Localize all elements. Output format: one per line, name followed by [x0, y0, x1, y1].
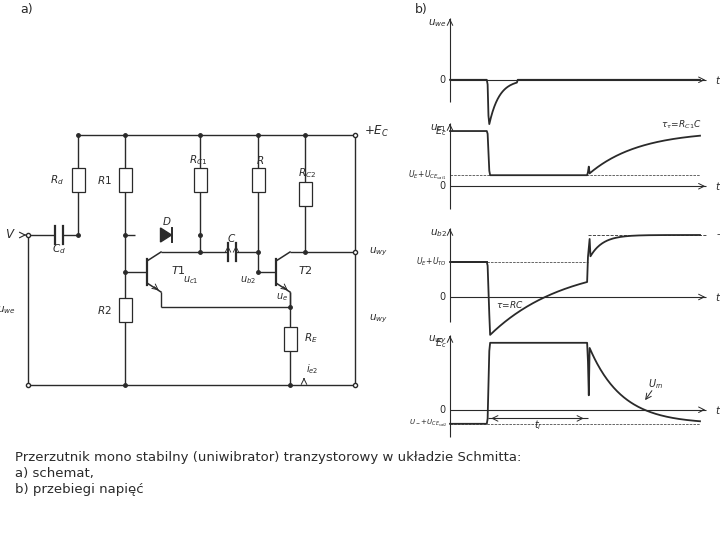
Bar	[251, 168, 264, 192]
Text: $R_d$: $R_d$	[50, 173, 64, 187]
Text: $R2$: $R2$	[97, 304, 112, 316]
Text: $E_c$: $E_c$	[435, 336, 447, 350]
Bar	[284, 327, 297, 350]
Bar	[71, 168, 84, 192]
Text: $u_{b2}$: $u_{b2}$	[240, 274, 256, 286]
Text: $i_{e2}$: $i_{e2}$	[306, 362, 318, 376]
Text: $t$: $t$	[715, 291, 720, 303]
Text: $u_{c1}$: $u_{c1}$	[184, 274, 199, 286]
Text: $R$: $R$	[256, 154, 264, 166]
Text: $U_-\!+\!U_{CE_{sat2}}$: $U_-\!+\!U_{CE_{sat2}}$	[409, 418, 447, 429]
Text: $+E_C$: $+E_C$	[364, 124, 390, 139]
Text: $U_E\!+\!U_{CE_{sat1}}$: $U_E\!+\!U_{CE_{sat1}}$	[408, 168, 447, 182]
Text: a) schemat,: a) schemat,	[15, 468, 94, 481]
Text: $u_e$: $u_e$	[276, 291, 288, 303]
Text: $C$: $C$	[228, 232, 237, 244]
Text: $u_{wy}$: $u_{wy}$	[369, 312, 388, 325]
Text: 0: 0	[440, 405, 446, 415]
Text: 0: 0	[440, 292, 446, 302]
Text: $t$: $t$	[715, 180, 720, 192]
Text: $C_d$: $C_d$	[52, 242, 66, 256]
Text: $u_{b2}$: $u_{b2}$	[430, 227, 447, 239]
Text: 0: 0	[440, 181, 446, 191]
Bar	[299, 181, 312, 206]
Text: $u_{we}$: $u_{we}$	[428, 17, 447, 29]
Text: $T1$: $T1$	[171, 264, 186, 276]
Text: b): b)	[415, 3, 428, 17]
Text: $\tau\!=\!RC$: $\tau\!=\!RC$	[496, 300, 524, 310]
Text: 0: 0	[440, 75, 446, 85]
Text: $R_{C2}$: $R_{C2}$	[298, 167, 316, 180]
Text: $\tau_\tau\!=\!R_{C1}C$: $\tau_\tau\!=\!R_{C1}C$	[661, 119, 702, 131]
Bar	[119, 298, 132, 322]
Text: $u_{we}$: $u_{we}$	[0, 304, 16, 316]
Text: Przerzutnik mono stabilny (uniwibrator) tranzystorowy w układzie Schmitta:: Przerzutnik mono stabilny (uniwibrator) …	[15, 451, 521, 464]
Polygon shape	[161, 228, 171, 242]
Text: b) przebiegi napięć: b) przebiegi napięć	[15, 483, 143, 496]
Text: $D$: $D$	[162, 215, 171, 227]
Text: $U_{rn}$: $U_{rn}$	[647, 377, 663, 392]
Text: $R_{C1}$: $R_{C1}$	[189, 153, 207, 167]
Text: a): a)	[20, 3, 32, 17]
Text: $t$: $t$	[715, 404, 720, 416]
Text: $E_c$: $E_c$	[435, 124, 447, 138]
Bar	[194, 168, 207, 192]
Text: $u_{c1}$: $u_{c1}$	[431, 122, 447, 134]
Text: $u_{wy}$: $u_{wy}$	[428, 334, 447, 346]
Text: $u_{wy}$: $u_{wy}$	[369, 246, 388, 258]
Bar	[119, 168, 132, 192]
Text: $t_i$: $t_i$	[534, 418, 541, 433]
Text: $R1$: $R1$	[97, 174, 112, 186]
Text: $V$: $V$	[5, 228, 16, 241]
Text: $T2$: $T2$	[298, 264, 312, 276]
Text: $\rightarrow E_C$: $\rightarrow E_C$	[715, 229, 720, 241]
Text: $t$: $t$	[715, 74, 720, 86]
Text: $U_E\!+\!U_{TO}$: $U_E\!+\!U_{TO}$	[416, 256, 447, 268]
Text: $R_E$: $R_E$	[304, 332, 318, 346]
